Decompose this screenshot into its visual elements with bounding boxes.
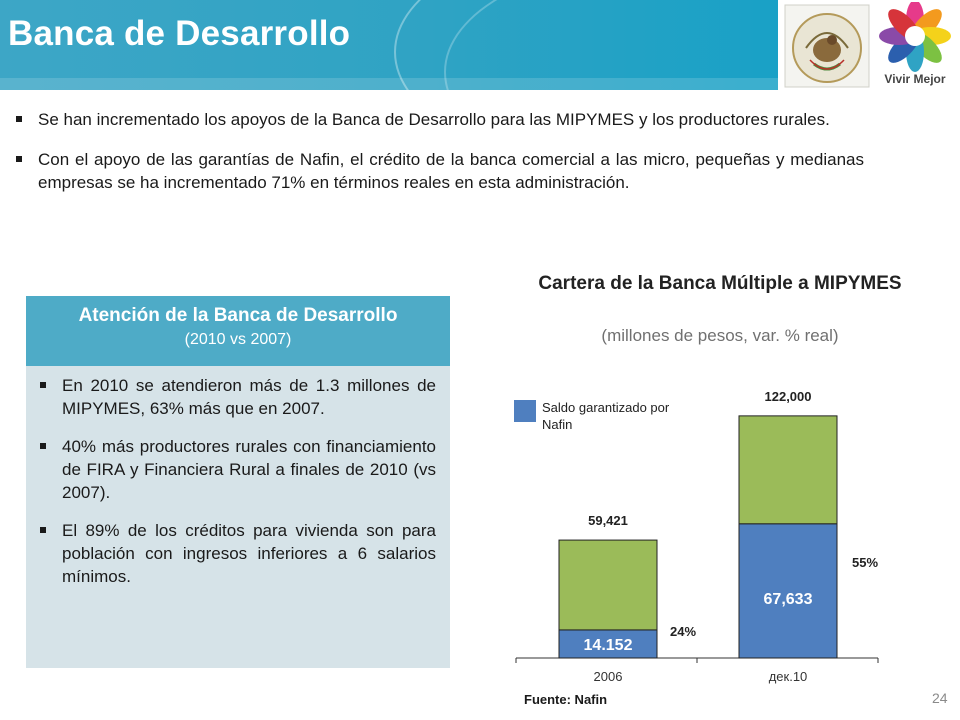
data-label: 67,633 xyxy=(764,591,813,608)
bullet-text: Con el apoyo de las garantías de Nafin, … xyxy=(38,150,864,192)
bullet-square-icon xyxy=(16,156,22,162)
share-label: 55% xyxy=(852,555,878,570)
data-label: 14.152 xyxy=(584,637,633,654)
chart-subtitle: (millones de pesos, var. % real) xyxy=(601,326,839,345)
page-title: Banca de Desarrollo xyxy=(8,14,351,53)
bar-segment xyxy=(738,523,838,659)
box-bullets: En 2010 se atendieron más de 1.3 millone… xyxy=(36,374,436,603)
title-band: Banca de Desarrollo xyxy=(0,0,778,90)
bullet-item: En 2010 se atendieron más de 1.3 millone… xyxy=(36,374,436,420)
legend-swatch xyxy=(514,400,536,422)
total-label: 122,000 xyxy=(765,389,812,404)
share-label: 24% xyxy=(670,624,696,639)
flower-logo-icon xyxy=(879,0,951,72)
box-title: Atención de la Banca de Desarrollo xyxy=(78,305,398,326)
box-subtitle: (2010 vs 2007) xyxy=(184,331,292,348)
box-header: Atención de la Banca de Desarrollo (2010… xyxy=(26,296,450,366)
header: Banca de Desarrollo Vivir Mejor xyxy=(0,0,960,90)
bullet-item: Con el apoyo de las garantías de Nafin, … xyxy=(12,148,864,194)
bullet-square-icon xyxy=(40,527,46,533)
chart-title: Cartera de la Banca Múltiple a MIPYMES xyxy=(538,273,902,294)
mexico-seal-icon xyxy=(784,4,870,88)
bullet-square-icon xyxy=(40,443,46,449)
bar-segment xyxy=(558,629,658,659)
bar-segment xyxy=(738,415,838,525)
x-tick-label: дек.10 xyxy=(769,669,808,684)
source-note: Fuente: Nafin xyxy=(524,692,608,707)
bullet-text: El 89% de los créditos para vivienda son… xyxy=(62,521,436,586)
stacked-bar-chart: 2006 59,421 14.152 дек.10 122,000 67,633 24% 55… xyxy=(514,389,879,684)
bullet-item: Se han incrementado los apoyos de la Ban… xyxy=(12,108,864,131)
legend-label: Saldo garantizado por Nafin xyxy=(542,400,670,432)
bullet-text: Se han incrementado los apoyos de la Ban… xyxy=(38,110,830,129)
box-body: En 2010 se atendieron más de 1.3 millone… xyxy=(26,366,450,668)
bullet-square-icon xyxy=(16,116,22,122)
bullet-text: 40% más productores rurales con financia… xyxy=(62,437,436,502)
vivir-mejor-logo: Vivir Mejor xyxy=(872,0,958,90)
bar-segment xyxy=(558,539,658,631)
bullet-item: El 89% de los créditos para vivienda son… xyxy=(36,519,436,588)
logo-text: Vivir Mejor xyxy=(884,72,946,86)
total-label: 59,421 xyxy=(588,513,628,528)
intro-bullets: Se han incrementado los apoyos de la Ban… xyxy=(12,108,864,211)
bullet-square-icon xyxy=(40,382,46,388)
bullet-text: En 2010 se atendieron más de 1.3 millone… xyxy=(62,376,436,418)
bullet-item: 40% más productores rurales con financia… xyxy=(36,435,436,504)
x-tick-label: 2006 xyxy=(594,669,623,684)
page-number: 24 xyxy=(932,690,948,706)
